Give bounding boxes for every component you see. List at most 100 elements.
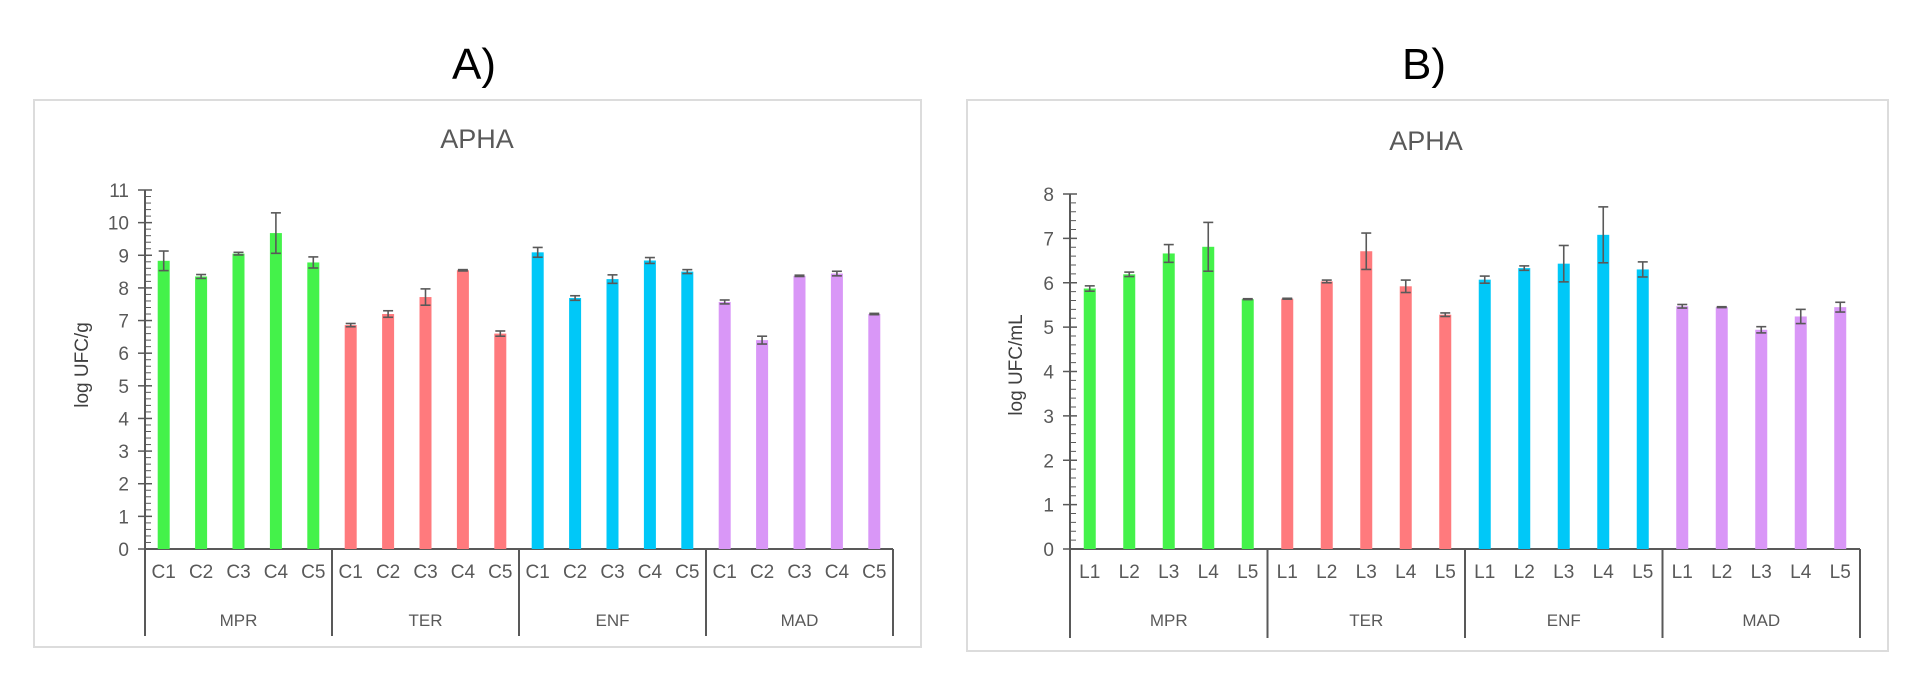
chart-b-bar-mpr-l1	[1083, 288, 1096, 549]
chart-b-bar-ter-l5	[1439, 314, 1452, 549]
chart-a-title: APHA	[440, 124, 514, 154]
chart-a-y-tick-label: 9	[118, 246, 129, 267]
chart-a-y-tick-label: 6	[118, 344, 129, 365]
chart-b-category-label: L3	[1553, 562, 1574, 583]
chart-b-category-label: L4	[1790, 562, 1812, 583]
chart-a-group-label-ter: TER	[409, 611, 443, 630]
chart-b: APHA log UFC/mL 0 1 2 3 4 5 6 7 8 MPR L1 L2 L3 L4 L5 TE…	[1006, 126, 1861, 638]
chart-a-y-tick-label: 0	[118, 540, 129, 561]
chart-b-category-label: L4	[1395, 562, 1417, 583]
chart-a-category-label: C1	[526, 562, 550, 583]
chart-b-category-label: L1	[1277, 562, 1298, 583]
panel-b-label: B)	[1402, 40, 1446, 89]
chart-b-bar-enf-l1	[1478, 279, 1491, 549]
chart-a-bar-enf-c4	[643, 260, 656, 549]
chart-b-bar-enf-l4	[1597, 234, 1610, 549]
chart-b-y-axis-title: log UFC/mL	[1006, 314, 1027, 415]
chart-b-category-label: L2	[1514, 562, 1535, 583]
chart-a-bar-enf-c5	[681, 271, 694, 549]
chart-b-category-label: L2	[1316, 562, 1337, 583]
chart-a-bar-enf-c2	[569, 298, 582, 549]
chart-b-bar-mad-l1	[1676, 306, 1689, 549]
chart-a-group-label-enf: ENF	[596, 611, 630, 630]
chart-a-category-label: C4	[264, 562, 289, 583]
chart-b-category-label: L5	[1435, 562, 1456, 583]
chart-a-category-label: C3	[787, 562, 811, 583]
chart-b-bar-enf-l5	[1636, 269, 1649, 549]
chart-b-category-label: L2	[1119, 562, 1140, 583]
chart-a-category-label: C5	[675, 562, 699, 583]
chart-a-y-tick-label: 8	[118, 279, 129, 300]
chart-a-category-label: C1	[713, 562, 737, 583]
chart-b-bar-mpr-l3	[1162, 253, 1175, 549]
chart-b-bar-mpr-l5	[1241, 299, 1254, 549]
chart-b-bar-mad-l5	[1834, 307, 1847, 549]
chart-a-y-tick-label: 11	[109, 181, 129, 202]
chart-b-y-tick-label: 4	[1043, 363, 1054, 384]
chart-b-bar-mad-l3	[1755, 329, 1768, 549]
chart-b-y-tick-label: 6	[1043, 274, 1054, 295]
chart-b-category-label: L2	[1711, 562, 1732, 583]
chart-a: APHA log UFC/g 0 1 2 3 4 5 6 7 8 9 10 11 MPR C1 C2 C3 C4…	[72, 124, 894, 636]
chart-a-category-label: C4	[825, 562, 850, 583]
chart-b-bar-enf-l3	[1557, 263, 1570, 549]
chart-a-category-label: C2	[189, 562, 213, 583]
chart-b-y-tick-label: 8	[1043, 185, 1054, 206]
chart-a-bar-mad-c5	[868, 314, 881, 549]
chart-a-bar-ter-c2	[382, 314, 395, 549]
chart-a-group-label-mad: MAD	[781, 611, 819, 630]
chart-a-category-label: C4	[451, 562, 476, 583]
chart-b-y-tick-label: 7	[1043, 229, 1054, 250]
chart-a-category-label: C2	[376, 562, 400, 583]
chart-a-bar-mad-c1	[718, 301, 731, 549]
chart-b-category-label: L5	[1632, 562, 1653, 583]
chart-b-bar-ter-l4	[1399, 286, 1412, 549]
chart-b-y-tick-label: 3	[1043, 407, 1054, 428]
chart-a-bar-mad-c2	[756, 340, 769, 549]
chart-b-bar-mad-l4	[1794, 316, 1807, 549]
chart-b-y-tick-label: 2	[1043, 451, 1054, 472]
chart-a-bar-ter-c1	[344, 325, 357, 549]
chart-b-bar-mad-l2	[1715, 307, 1728, 549]
chart-a-category-label: C3	[226, 562, 250, 583]
chart-a-frame	[33, 99, 922, 648]
chart-a-bar-mpr-c2	[195, 276, 208, 549]
chart-b-category-label: L5	[1830, 562, 1851, 583]
chart-a-y-tick-label: 5	[118, 377, 129, 398]
chart-b-bar-ter-l2	[1320, 281, 1333, 549]
chart-a-category-label: C3	[413, 562, 437, 583]
chart-b-bar-ter-l1	[1281, 298, 1294, 549]
chart-a-category-label: C5	[488, 562, 512, 583]
chart-a-bar-enf-c1	[531, 252, 544, 549]
chart-a-category-label: C1	[339, 562, 363, 583]
chart-a-bar-mpr-c1	[157, 260, 170, 549]
chart-a-category-label: C4	[638, 562, 663, 583]
chart-a-bar-mpr-c4	[269, 233, 282, 549]
chart-a-y-tick-label: 4	[118, 409, 129, 430]
chart-b-bar-enf-l2	[1518, 268, 1531, 549]
chart-a-bar-mad-c4	[830, 273, 843, 549]
chart-b-category-label: L1	[1474, 562, 1495, 583]
chart-b-bar-mpr-l4	[1202, 246, 1215, 549]
chart-a-bar-ter-c4	[456, 270, 469, 549]
chart-a-y-tick-label: 10	[108, 214, 129, 235]
chart-b-frame	[966, 99, 1889, 652]
chart-b-bar-mpr-l2	[1123, 274, 1136, 549]
chart-a-bar-mpr-c3	[232, 253, 245, 549]
chart-a-category-label: C1	[152, 562, 176, 583]
chart-a-y-tick-label: 2	[118, 475, 129, 496]
chart-a-y-tick-label: 7	[118, 312, 129, 333]
chart-b-category-label: L1	[1079, 562, 1100, 583]
chart-b-y-tick-label: 0	[1043, 540, 1054, 561]
chart-b-y-tick-label: 5	[1043, 318, 1054, 339]
chart-a-category-label: C5	[301, 562, 325, 583]
chart-a-bar-ter-c3	[419, 297, 432, 549]
chart-b-category-label: L4	[1198, 562, 1220, 583]
chart-a-bar-mad-c3	[793, 275, 806, 549]
chart-b-bar-ter-l3	[1360, 251, 1373, 549]
chart-b-group-label-mpr: MPR	[1150, 611, 1188, 630]
chart-b-category-label: L3	[1356, 562, 1377, 583]
chart-a-bar-mpr-c5	[307, 262, 320, 549]
chart-a-y-tick-label: 1	[118, 507, 129, 528]
